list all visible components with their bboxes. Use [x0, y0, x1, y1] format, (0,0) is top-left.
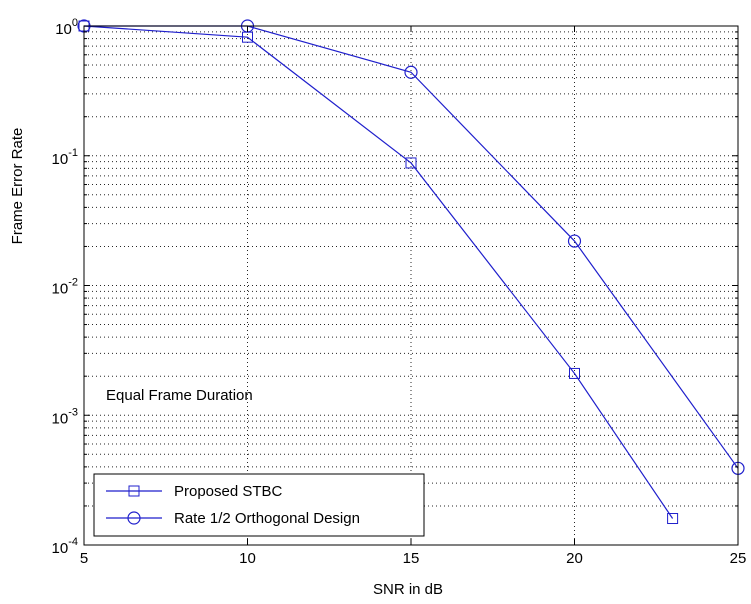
- legend: Proposed STBC Rate 1/2 Orthogonal Design: [93, 473, 425, 537]
- annotation-text: Equal Frame Duration: [106, 387, 253, 404]
- square-marker: [667, 513, 679, 525]
- square-marker: [128, 485, 140, 497]
- circle-marker: [127, 511, 141, 525]
- x-tick-label: 10: [239, 550, 256, 567]
- x-axis-label: SNR in dB: [373, 581, 443, 598]
- square-marker: [405, 157, 417, 169]
- x-tick-label: 15: [403, 550, 420, 567]
- x-tick-label: 5: [80, 550, 88, 567]
- y-tick-label: 10-4: [52, 536, 78, 557]
- y-tick-label: 10-3: [52, 406, 78, 427]
- series-layer: [77, 19, 745, 525]
- circle-marker: [404, 65, 418, 79]
- circle-marker: [567, 234, 582, 248]
- square-marker: [569, 367, 580, 379]
- legend-label: Proposed STBC: [174, 483, 283, 500]
- y-axis-label: Frame Error Rate: [9, 128, 26, 245]
- plot-frame: [83, 25, 739, 546]
- y-tick-label: 10-1: [52, 147, 78, 168]
- x-tick-label: 25: [730, 550, 747, 567]
- legend-box: [93, 473, 425, 537]
- y-tick-label: 10-2: [52, 277, 78, 298]
- legend-label: Rate 1/2 Orthogonal Design: [174, 510, 360, 527]
- tick-labels: 5 10 15 20 25 100 10-1 10-2 10-3 10-4: [52, 17, 747, 567]
- y-tick-label: 100: [55, 17, 78, 38]
- series-1: [78, 20, 679, 525]
- grid-lines: [84, 26, 738, 545]
- axis-ticks: [83, 26, 739, 546]
- x-tick-label: 20: [566, 550, 583, 567]
- series-line: [83, 25, 674, 519]
